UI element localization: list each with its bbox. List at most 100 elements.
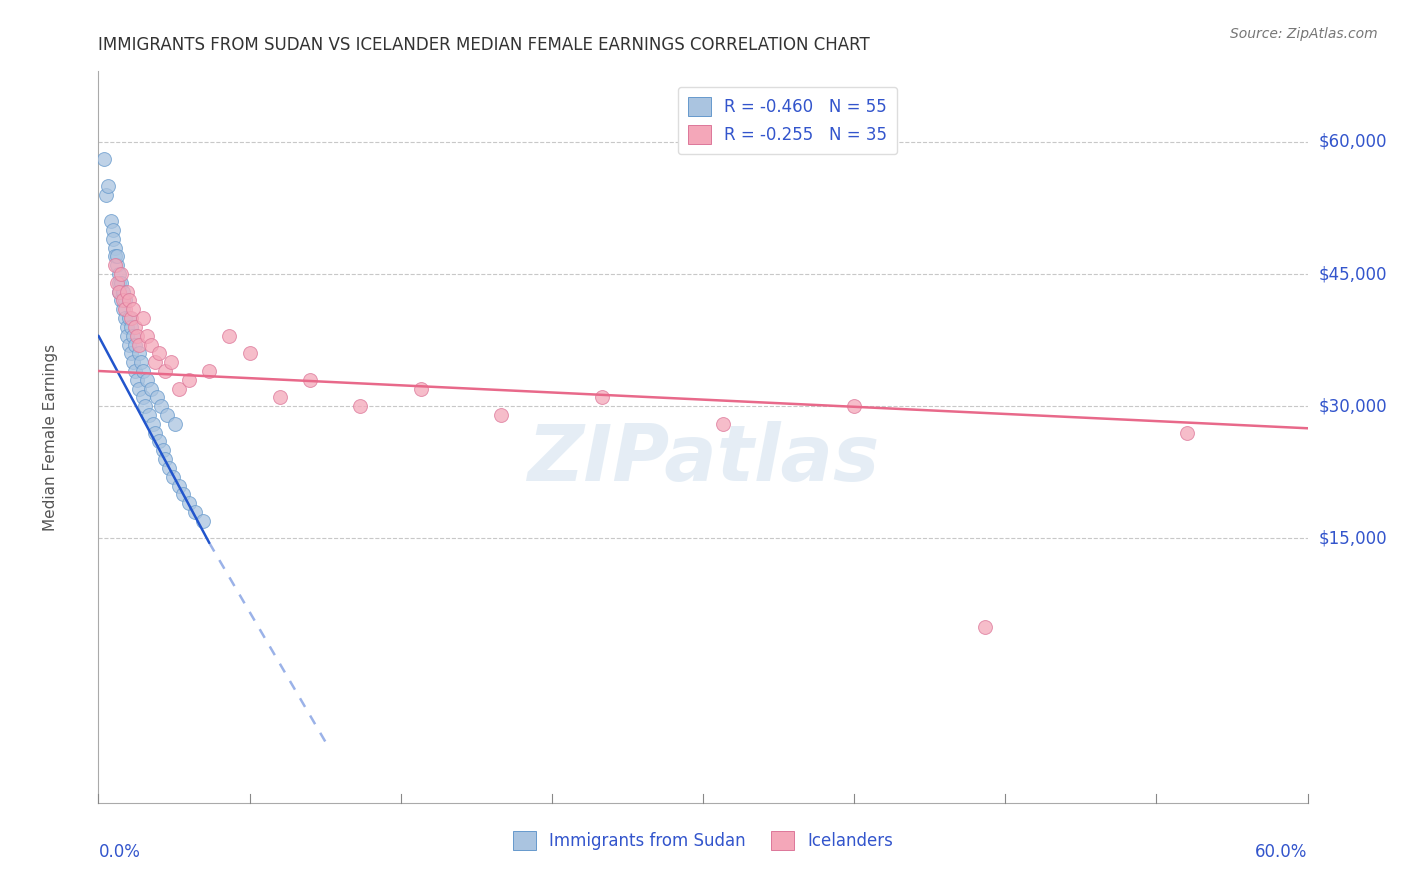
Point [148, 346, 170, 360]
Point [121, 355, 143, 369]
Point [107, 276, 129, 290]
Point [115, 320, 138, 334]
Point [139, 382, 162, 396]
Point [711, 417, 734, 431]
Point [121, 302, 143, 317]
Point [163, 417, 186, 431]
Point [132, 391, 155, 405]
Point [101, 223, 124, 237]
Point [160, 355, 183, 369]
Text: ZIPatlas: ZIPatlas [527, 421, 879, 497]
Point [125, 373, 148, 387]
Point [129, 355, 152, 369]
Point [269, 391, 291, 405]
Point [132, 311, 155, 326]
Point [105, 276, 128, 290]
Point [193, 514, 215, 528]
Point [148, 434, 170, 449]
Point [110, 276, 132, 290]
Point [124, 337, 146, 351]
Point [143, 355, 166, 369]
Point [135, 373, 157, 387]
Point [157, 461, 180, 475]
Point [167, 478, 190, 492]
Point [111, 293, 134, 308]
Point [143, 425, 166, 440]
Point [121, 328, 143, 343]
Point [179, 496, 201, 510]
Text: $60,000: $60,000 [1319, 133, 1388, 151]
Point [124, 364, 146, 378]
Point [132, 364, 155, 378]
Text: 60.0%: 60.0% [1256, 843, 1308, 861]
Point [591, 391, 613, 405]
Point [110, 293, 132, 308]
Point [111, 302, 134, 317]
Point [153, 452, 176, 467]
Text: Source: ZipAtlas.com: Source: ZipAtlas.com [1230, 27, 1378, 41]
Point [118, 293, 141, 308]
Point [103, 258, 125, 272]
Point [115, 285, 138, 299]
Point [156, 408, 179, 422]
Point [844, 399, 866, 413]
Point [124, 320, 146, 334]
Point [100, 214, 122, 228]
Point [239, 346, 262, 360]
Point [138, 408, 160, 422]
Point [184, 505, 207, 519]
Point [409, 382, 432, 396]
Point [135, 328, 157, 343]
Point [179, 373, 201, 387]
Text: $30,000: $30,000 [1319, 397, 1388, 416]
Point [120, 346, 142, 360]
Point [152, 443, 174, 458]
Point [128, 382, 150, 396]
Point [134, 399, 156, 413]
Point [103, 241, 125, 255]
Point [110, 267, 132, 281]
Point [128, 337, 150, 351]
Point [1175, 425, 1198, 440]
Point [139, 337, 162, 351]
Point [118, 337, 141, 351]
Point [114, 293, 136, 308]
Text: Median Female Earnings: Median Female Earnings [42, 343, 58, 531]
Point [115, 328, 138, 343]
Point [111, 285, 134, 299]
Text: 0.0%: 0.0% [98, 843, 141, 861]
Point [172, 487, 194, 501]
Point [142, 417, 165, 431]
Point [93, 153, 115, 167]
Point [149, 399, 172, 413]
Point [349, 399, 371, 413]
Point [101, 232, 124, 246]
Point [105, 249, 128, 263]
Point [120, 311, 142, 326]
Point [167, 382, 190, 396]
Point [198, 364, 221, 378]
Point [153, 364, 176, 378]
Text: $15,000: $15,000 [1319, 530, 1388, 548]
Point [107, 285, 129, 299]
Point [120, 320, 142, 334]
Point [162, 469, 184, 483]
Point [974, 619, 997, 633]
Point [96, 187, 118, 202]
Point [114, 311, 136, 326]
Point [114, 302, 136, 317]
Point [146, 391, 169, 405]
Point [118, 311, 141, 326]
Point [105, 258, 128, 272]
Legend: Immigrants from Sudan, Icelanders: Immigrants from Sudan, Icelanders [502, 821, 904, 860]
Point [128, 346, 150, 360]
Point [218, 328, 240, 343]
Point [125, 328, 148, 343]
Text: $45,000: $45,000 [1319, 265, 1388, 283]
Point [107, 267, 129, 281]
Point [107, 285, 129, 299]
Point [299, 373, 322, 387]
Point [97, 178, 120, 193]
Text: IMMIGRANTS FROM SUDAN VS ICELANDER MEDIAN FEMALE EARNINGS CORRELATION CHART: IMMIGRANTS FROM SUDAN VS ICELANDER MEDIA… [98, 36, 870, 54]
Point [103, 249, 125, 263]
